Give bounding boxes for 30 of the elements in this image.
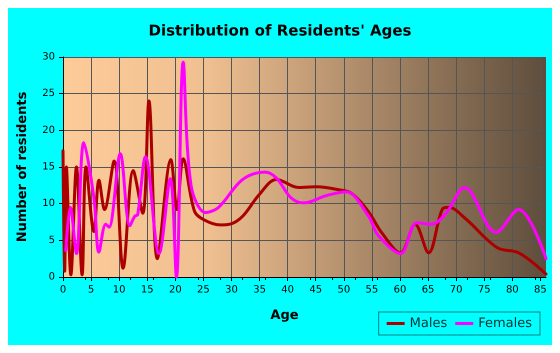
y-tick-label: 0 (48, 272, 55, 282)
x-tick-label: 80 (506, 284, 519, 296)
y-tick-label: 5 (48, 234, 55, 246)
x-tick-label: 0 (60, 284, 66, 296)
x-tick-label: 35 (253, 284, 266, 296)
y-tick-label: 25 (42, 88, 55, 100)
x-tick-label: 10 (112, 284, 126, 296)
y-tick-label: 30 (42, 52, 55, 62)
x-tick-label: 65 (422, 284, 434, 296)
y-axis-title: Number of residents (15, 91, 30, 242)
x-tick-label: 40 (281, 284, 294, 296)
x-tick-label: 5 (88, 284, 94, 296)
x-tick-label: 70 (450, 284, 463, 296)
x-tick-label: 45 (309, 284, 322, 296)
x-tick-label: 55 (366, 284, 378, 296)
legend-label: Females (478, 316, 532, 331)
x-axis-title: Age (270, 308, 299, 323)
y-tick-label: 10 (42, 198, 55, 210)
x-tick-label: 25 (197, 284, 210, 296)
x-tick-label: 60 (394, 284, 406, 296)
legend-label: Males (410, 316, 448, 331)
y-tick-label: 20 (42, 124, 55, 136)
x-tick-label: 20 (168, 284, 182, 296)
x-tick-label: 75 (478, 284, 491, 296)
chart-title: Distribution of Residents' Ages (148, 22, 412, 40)
x-tick-label: 30 (225, 284, 238, 296)
x-tick-label: 85 (534, 284, 547, 296)
x-tick-label: 50 (337, 284, 350, 296)
x-tick-label: 15 (140, 284, 154, 296)
y-tick-label: 15 (42, 162, 55, 172)
